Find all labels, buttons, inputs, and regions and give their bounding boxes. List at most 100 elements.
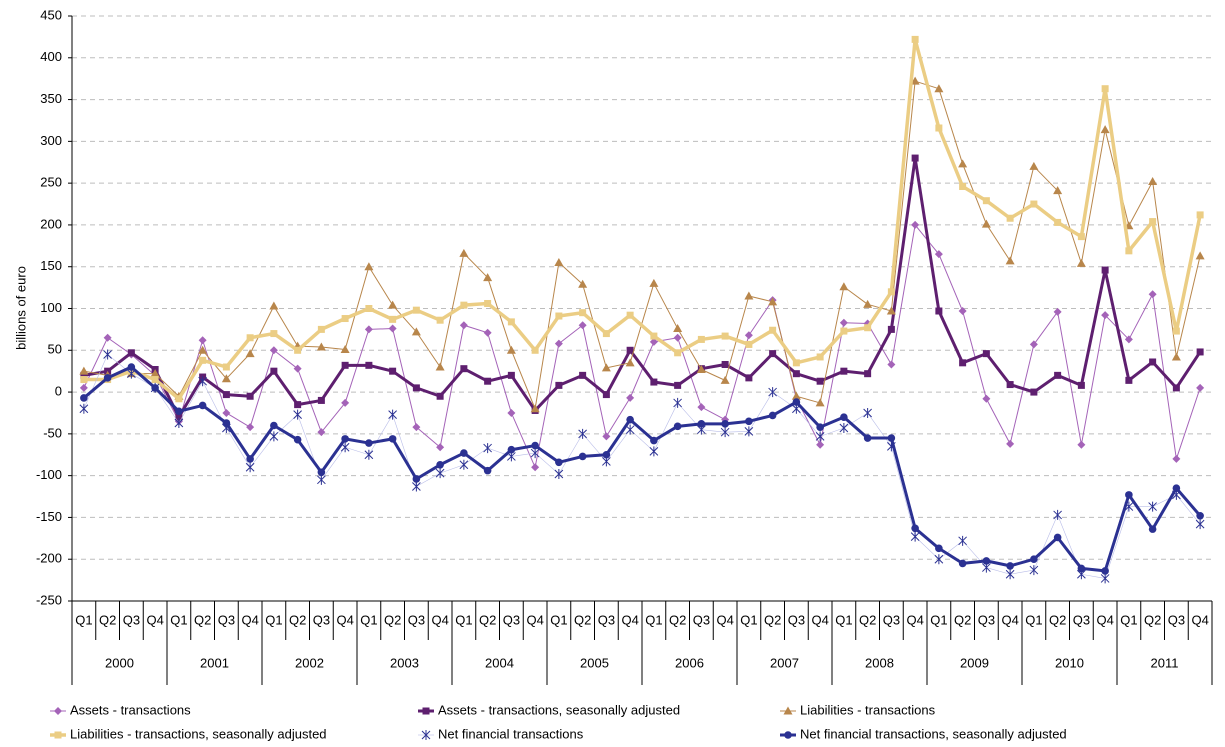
data-point bbox=[1100, 125, 1110, 134]
data-point bbox=[103, 333, 112, 342]
data-point bbox=[317, 325, 325, 333]
data-point bbox=[388, 324, 397, 333]
data-point bbox=[981, 219, 991, 228]
data-point bbox=[365, 305, 373, 312]
data-point bbox=[1054, 371, 1062, 379]
data-point bbox=[175, 395, 183, 403]
x-tick-label: Q3 bbox=[503, 612, 520, 627]
series bbox=[80, 35, 1204, 403]
data-point bbox=[625, 424, 635, 435]
x-tick-label: Q1 bbox=[645, 612, 662, 627]
legend-marker bbox=[54, 707, 62, 715]
data-point bbox=[270, 367, 278, 375]
data-point bbox=[222, 391, 230, 399]
data-point bbox=[769, 350, 777, 358]
data-point bbox=[697, 403, 706, 412]
data-point bbox=[555, 381, 563, 389]
data-point bbox=[198, 401, 207, 410]
data-point bbox=[436, 460, 444, 469]
data-point bbox=[1124, 335, 1133, 344]
data-point bbox=[840, 413, 848, 421]
data-point bbox=[649, 446, 659, 457]
data-point bbox=[506, 345, 516, 354]
data-point bbox=[768, 297, 778, 306]
data-point bbox=[1148, 501, 1157, 512]
data-point bbox=[910, 531, 920, 542]
x-tick-label: Q2 bbox=[574, 612, 591, 627]
data-point bbox=[1195, 519, 1205, 530]
data-point bbox=[1077, 233, 1085, 241]
x-tick-label: Q2 bbox=[289, 612, 306, 627]
data-point bbox=[1125, 376, 1133, 384]
data-point bbox=[959, 182, 967, 190]
data-point bbox=[935, 544, 943, 553]
data-point bbox=[1125, 247, 1133, 255]
year-label: 2003 bbox=[390, 655, 419, 670]
data-point bbox=[222, 419, 231, 427]
data-point bbox=[151, 376, 159, 384]
x-tick-label: Q3 bbox=[408, 612, 425, 627]
data-point bbox=[839, 282, 849, 291]
data-point bbox=[317, 396, 325, 404]
data-point bbox=[79, 403, 89, 414]
data-point bbox=[245, 349, 255, 358]
series bbox=[79, 76, 1205, 413]
data-point bbox=[816, 377, 824, 385]
data-point bbox=[530, 404, 540, 413]
data-point bbox=[982, 394, 991, 403]
x-tick-label: Q4 bbox=[1001, 612, 1018, 627]
data-point bbox=[198, 336, 207, 345]
data-point bbox=[365, 439, 373, 447]
data-point bbox=[1030, 200, 1038, 208]
data-point bbox=[649, 337, 658, 346]
x-tick-label: Q3 bbox=[883, 612, 900, 627]
data-point bbox=[412, 306, 420, 314]
y-tick-label: 150 bbox=[40, 258, 62, 273]
data-point bbox=[673, 397, 682, 408]
x-tick-label: Q4 bbox=[1096, 612, 1113, 627]
year-label: 2000 bbox=[105, 655, 134, 670]
data-point bbox=[745, 340, 753, 348]
x-tick-label: Q3 bbox=[123, 612, 140, 627]
x-tick-label: Q2 bbox=[1144, 612, 1161, 627]
data-point bbox=[887, 360, 896, 369]
data-point bbox=[982, 197, 990, 205]
data-point bbox=[863, 434, 872, 442]
data-point bbox=[578, 428, 587, 439]
series bbox=[79, 220, 1205, 472]
data-point bbox=[1171, 352, 1181, 361]
data-point bbox=[364, 325, 373, 334]
data-point bbox=[1149, 218, 1157, 226]
data-point bbox=[460, 301, 468, 309]
data-point bbox=[935, 307, 943, 315]
x-tick-label: Q2 bbox=[384, 612, 401, 627]
data-point bbox=[555, 312, 563, 320]
x-tick-label: Q3 bbox=[313, 612, 330, 627]
data-point bbox=[1006, 439, 1015, 448]
data-point bbox=[626, 311, 634, 319]
data-point bbox=[1125, 491, 1133, 499]
legend-label: Liabilities - transactions bbox=[800, 702, 936, 717]
data-point bbox=[531, 463, 540, 472]
data-point bbox=[1196, 383, 1205, 392]
y-tick-label: 250 bbox=[40, 175, 62, 190]
data-point bbox=[625, 358, 635, 367]
data-point bbox=[1077, 381, 1085, 389]
data-point bbox=[269, 346, 278, 355]
year-label: 2004 bbox=[485, 655, 514, 670]
data-point bbox=[934, 250, 943, 259]
x-tick-label: Q4 bbox=[716, 612, 733, 627]
data-point bbox=[507, 445, 516, 454]
y-tick-label: 300 bbox=[40, 133, 62, 148]
data-point bbox=[982, 557, 991, 565]
data-point bbox=[1077, 440, 1086, 449]
x-tick-label: Q4 bbox=[1191, 612, 1208, 627]
data-point bbox=[673, 324, 683, 333]
legend-marker bbox=[421, 730, 431, 740]
data-point bbox=[721, 332, 729, 340]
y-tick-label: -200 bbox=[36, 551, 62, 566]
data-point bbox=[650, 332, 658, 340]
data-point bbox=[673, 333, 682, 342]
data-point bbox=[270, 330, 278, 338]
data-point bbox=[80, 394, 88, 402]
